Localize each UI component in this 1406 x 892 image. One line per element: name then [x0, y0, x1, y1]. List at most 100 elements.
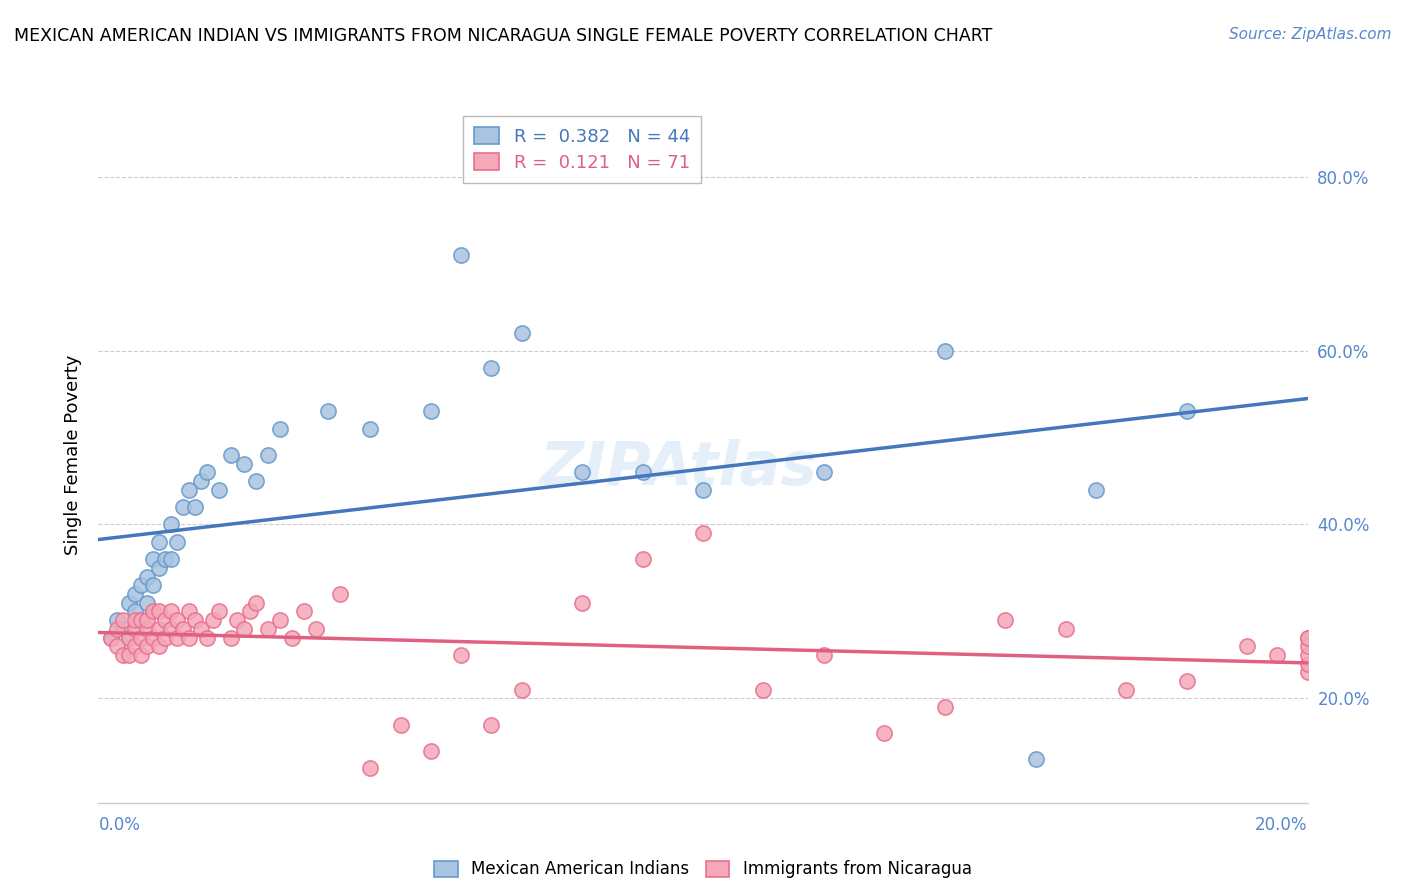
Point: [124, 622, 146, 636]
Point: [256, 622, 278, 636]
Point: [208, 605, 231, 619]
Point: [135, 570, 157, 584]
Point: [481, 717, 503, 731]
Point: [142, 631, 165, 645]
Point: [510, 326, 533, 340]
Point: [232, 622, 254, 636]
Point: [389, 717, 412, 731]
Point: [232, 457, 254, 471]
Point: [1296, 665, 1319, 680]
Point: [360, 761, 382, 775]
Point: [148, 534, 170, 549]
Point: [142, 552, 165, 566]
Point: [129, 578, 152, 592]
Point: [245, 474, 267, 488]
Point: [153, 631, 176, 645]
Point: [692, 526, 714, 541]
Point: [631, 552, 654, 566]
Point: [934, 700, 956, 714]
Point: [692, 483, 714, 497]
Point: [281, 631, 304, 645]
Point: [160, 605, 183, 619]
Point: [111, 648, 134, 662]
Point: [105, 639, 128, 653]
Point: [160, 517, 183, 532]
Point: [190, 622, 212, 636]
Point: [166, 631, 188, 645]
Point: [153, 552, 176, 566]
Point: [124, 605, 146, 619]
Point: [813, 466, 835, 480]
Point: [166, 613, 188, 627]
Point: [571, 466, 593, 480]
Point: [148, 605, 170, 619]
Point: [177, 483, 201, 497]
Point: [135, 613, 157, 627]
Legend: Mexican American Indians, Immigrants from Nicaragua: Mexican American Indians, Immigrants fro…: [427, 854, 979, 885]
Point: [105, 622, 128, 636]
Point: [100, 631, 122, 645]
Point: [1265, 648, 1288, 662]
Point: [184, 500, 207, 514]
Text: MEXICAN AMERICAN INDIAN VS IMMIGRANTS FROM NICARAGUA SINGLE FEMALE POVERTY CORRE: MEXICAN AMERICAN INDIAN VS IMMIGRANTS FR…: [14, 27, 993, 45]
Point: [1085, 483, 1108, 497]
Point: [631, 466, 654, 480]
Point: [208, 483, 231, 497]
Point: [752, 682, 775, 697]
Point: [305, 622, 328, 636]
Point: [202, 613, 225, 627]
Point: [245, 596, 267, 610]
Point: [195, 631, 218, 645]
Point: [111, 622, 134, 636]
Point: [148, 561, 170, 575]
Point: [118, 648, 141, 662]
Point: [1296, 631, 1319, 645]
Point: [190, 474, 212, 488]
Point: [148, 622, 170, 636]
Point: [450, 648, 472, 662]
Point: [316, 404, 339, 418]
Point: [177, 605, 201, 619]
Point: [118, 631, 141, 645]
Point: [166, 534, 188, 549]
Point: [873, 726, 896, 740]
Point: [124, 639, 146, 653]
Point: [221, 631, 243, 645]
Point: [142, 578, 165, 592]
Point: [1024, 752, 1046, 766]
Point: [450, 248, 472, 262]
Point: [239, 605, 262, 619]
Point: [118, 596, 141, 610]
Point: [256, 448, 278, 462]
Point: [934, 343, 956, 358]
Point: [129, 613, 152, 627]
Point: [1175, 674, 1198, 689]
Point: [129, 631, 152, 645]
Point: [419, 744, 441, 758]
Point: [135, 622, 157, 636]
Point: [994, 613, 1017, 627]
Point: [135, 639, 157, 653]
Point: [1115, 682, 1137, 697]
Point: [269, 422, 291, 436]
Point: [124, 587, 146, 601]
Point: [1296, 657, 1319, 671]
Point: [177, 631, 201, 645]
Point: [172, 500, 194, 514]
Point: [160, 552, 183, 566]
Point: [269, 613, 291, 627]
Point: [510, 682, 533, 697]
Point: [1296, 648, 1319, 662]
Point: [148, 639, 170, 653]
Point: [1054, 622, 1077, 636]
Text: 20.0%: 20.0%: [1256, 816, 1308, 834]
Point: [124, 613, 146, 627]
Point: [153, 613, 176, 627]
Text: Source: ZipAtlas.com: Source: ZipAtlas.com: [1229, 27, 1392, 42]
Point: [184, 613, 207, 627]
Point: [118, 631, 141, 645]
Point: [226, 613, 249, 627]
Point: [1296, 639, 1319, 653]
Point: [1296, 631, 1319, 645]
Text: ZIPAtlas: ZIPAtlas: [540, 440, 818, 499]
